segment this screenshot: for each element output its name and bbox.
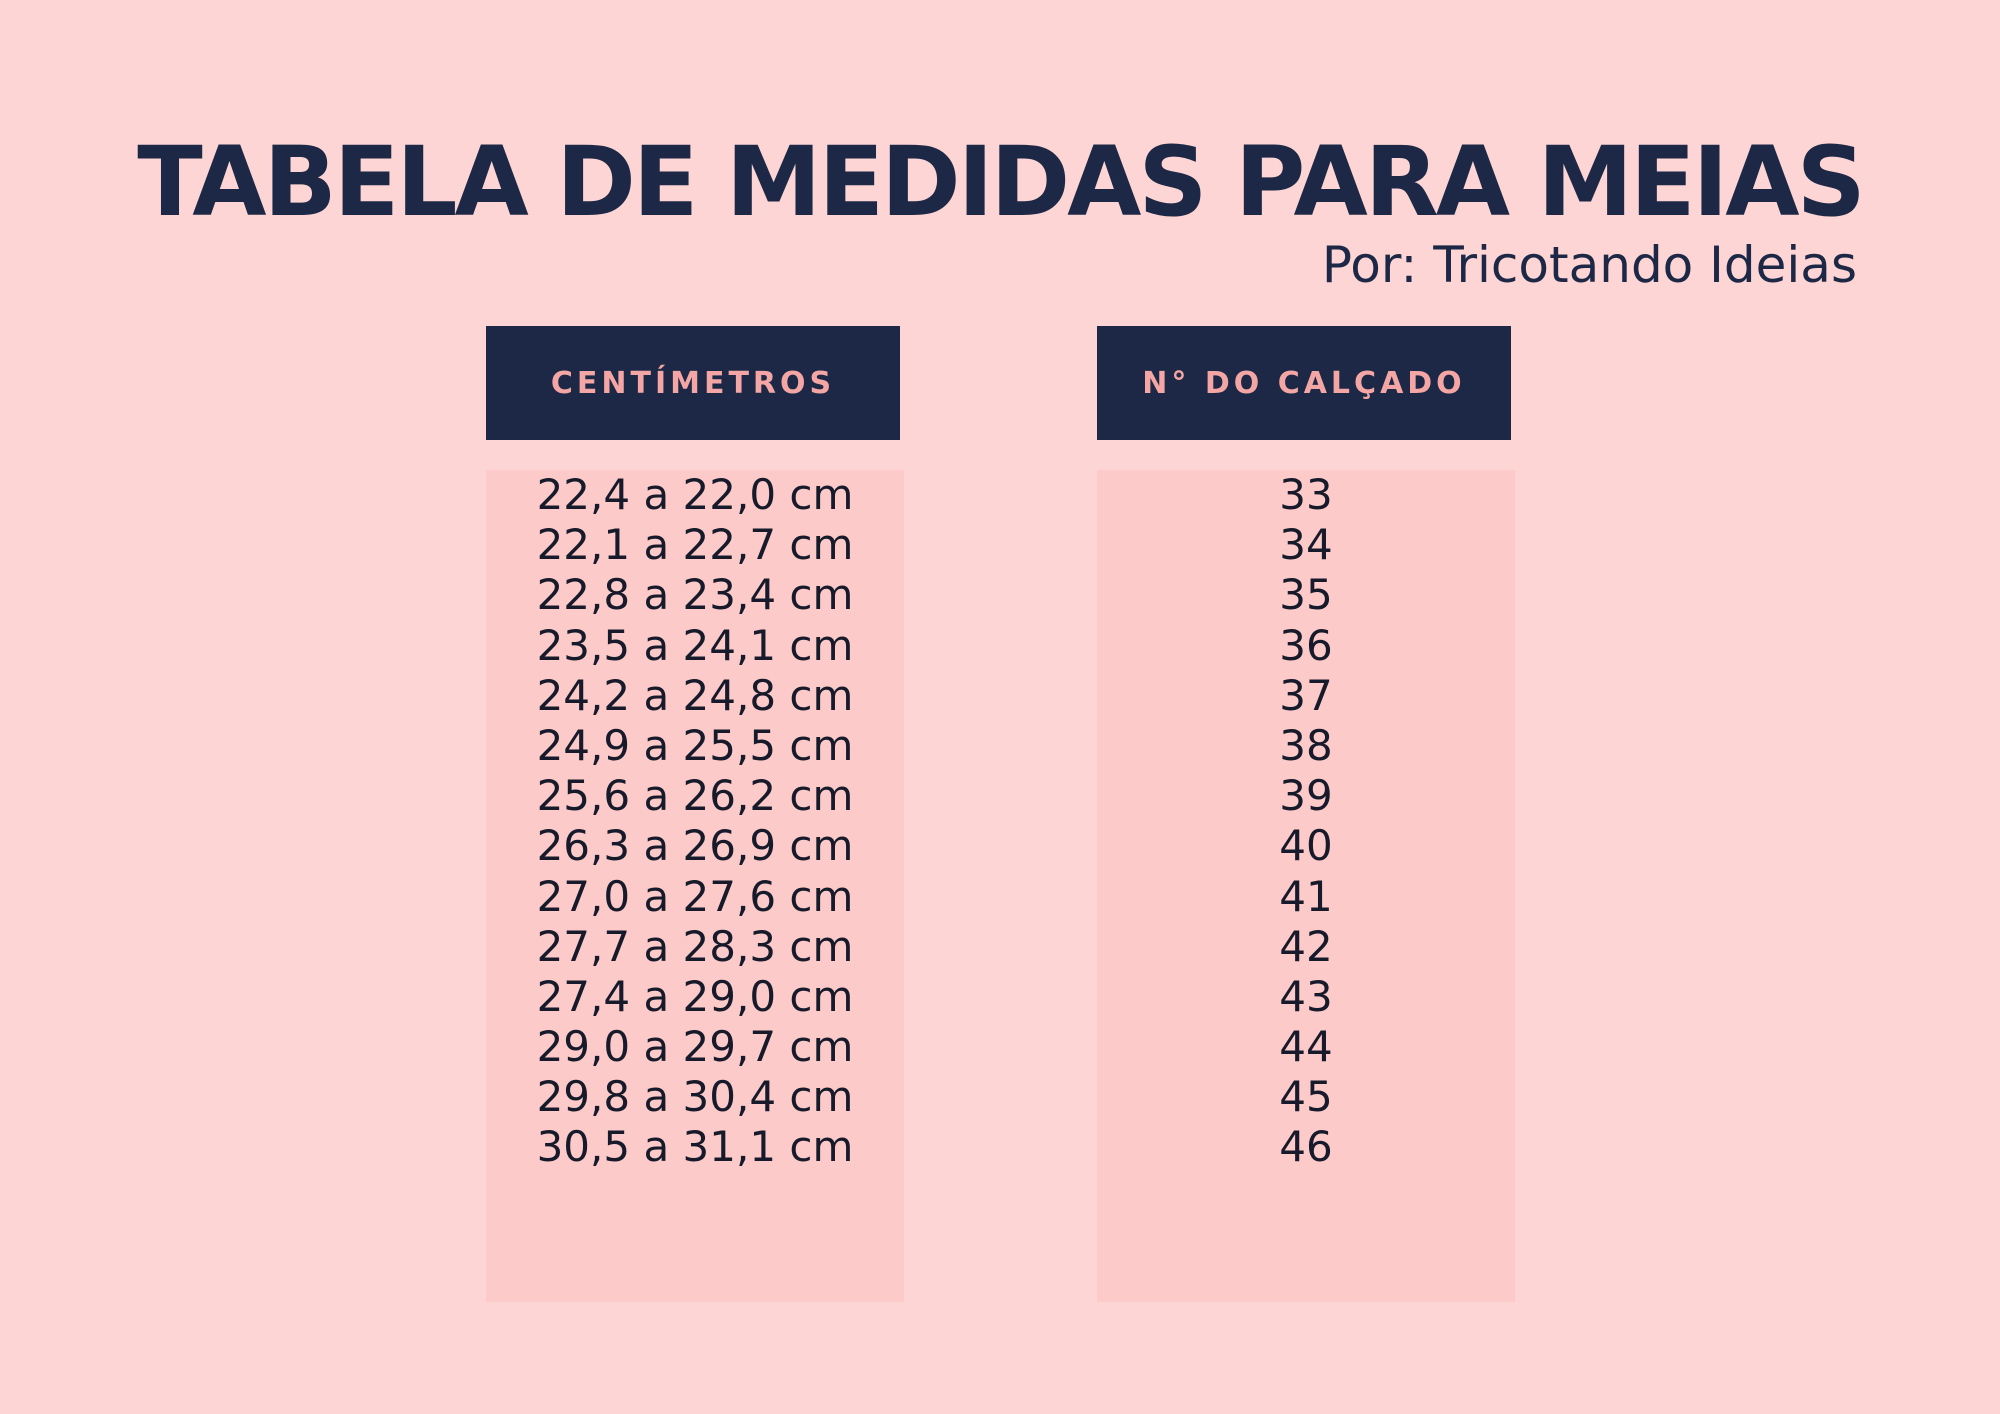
centimeters-values-box: 22,4 a 22,0 cm 22,1 a 22,7 cm 22,8 a 23,… (486, 470, 904, 1302)
list-item: 36 (1279, 620, 1333, 670)
shoe-size-values-box: 33 34 35 36 37 38 39 40 41 42 43 44 45 4… (1097, 470, 1515, 1302)
list-item: 26,3 a 26,9 cm (536, 821, 854, 871)
shoe-size-header: N° DO CALÇADO (1097, 326, 1511, 440)
list-item: 43 (1279, 971, 1333, 1021)
list-item: 22,8 a 23,4 cm (536, 570, 854, 620)
list-item: 23,5 a 24,1 cm (536, 620, 854, 670)
list-item: 27,4 a 29,0 cm (536, 971, 854, 1021)
list-item: 39 (1279, 771, 1333, 821)
shoe-size-column: N° DO CALÇADO 33 34 35 36 37 38 39 40 41… (1097, 326, 1515, 1302)
list-item: 46 (1279, 1122, 1333, 1172)
centimeters-list: 22,4 a 22,0 cm 22,1 a 22,7 cm 22,8 a 23,… (486, 470, 904, 1173)
list-item: 33 (1279, 470, 1333, 519)
list-item: 30,5 a 31,1 cm (536, 1122, 854, 1172)
list-item: 40 (1279, 821, 1333, 871)
list-item: 24,9 a 25,5 cm (536, 720, 854, 770)
list-item: 24,2 a 24,8 cm (536, 670, 854, 720)
list-item: 45 (1279, 1072, 1333, 1122)
list-item: 27,0 a 27,6 cm (536, 871, 854, 921)
list-item: 44 (1279, 1022, 1333, 1072)
list-item: 34 (1279, 520, 1333, 570)
list-item: 25,6 a 26,2 cm (536, 771, 854, 821)
list-item: 41 (1279, 871, 1333, 921)
list-item: 37 (1279, 670, 1333, 720)
list-item: 35 (1279, 570, 1333, 620)
list-item: 42 (1279, 921, 1333, 971)
centimeters-column: CENTÍMETROS 22,4 a 22,0 cm 22,1 a 22,7 c… (486, 326, 904, 1302)
list-item: 22,1 a 22,7 cm (536, 520, 854, 570)
list-item: 29,0 a 29,7 cm (536, 1022, 854, 1072)
list-item: 29,8 a 30,4 cm (536, 1072, 854, 1122)
shoe-size-list: 33 34 35 36 37 38 39 40 41 42 43 44 45 4… (1097, 470, 1515, 1173)
list-item: 38 (1279, 720, 1333, 770)
page-title: TABELA DE MEDIDAS PARA MEIAS (137, 126, 1865, 238)
list-item: 27,7 a 28,3 cm (536, 921, 854, 971)
list-item: 22,4 a 22,0 cm (536, 470, 854, 519)
centimeters-header: CENTÍMETROS (486, 326, 900, 440)
page-subtitle: Por: Tricotando Ideias (1321, 236, 1857, 294)
